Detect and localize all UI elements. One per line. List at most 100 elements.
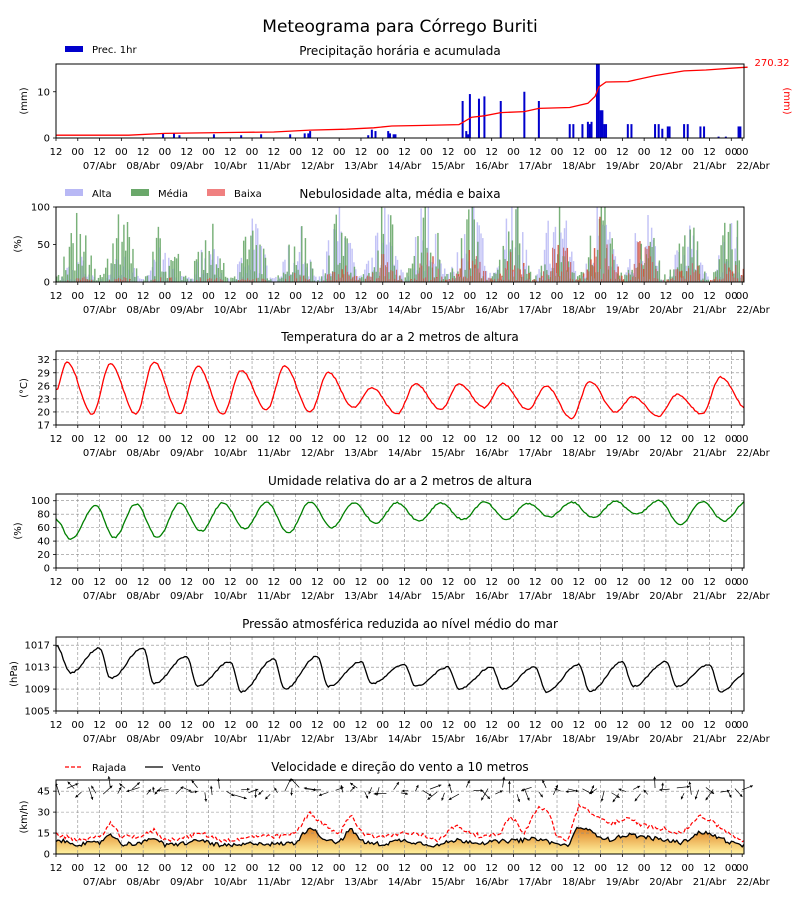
cloud-bar-média xyxy=(195,259,198,282)
cloud-bar-média xyxy=(727,231,730,282)
cloud-bar-média xyxy=(279,278,281,282)
cloud-bar-alta xyxy=(547,220,549,282)
wind-direction-arrowhead xyxy=(312,788,315,792)
cloud-bar-alta xyxy=(322,269,324,282)
precip-ylabel-right: (mm) xyxy=(781,87,792,114)
cloud-day-label: 09/Abr xyxy=(170,305,204,316)
cloud-bar-alta xyxy=(396,259,399,282)
cloud-bar-média xyxy=(217,268,220,282)
cloud-bar-baixa xyxy=(699,273,701,282)
temperature-xtick-label: 00 xyxy=(246,434,259,445)
cloud-bar-média xyxy=(330,276,332,282)
cloud-bar-média xyxy=(602,220,604,282)
cloud-bar-baixa xyxy=(332,271,334,282)
precip-xtick-label: 12 xyxy=(529,147,542,158)
cloud-bar-média xyxy=(477,241,479,282)
humidity-xtick-label: 00 xyxy=(71,577,84,588)
humidity-xtick-label: 00 xyxy=(464,577,477,588)
cloud-bar-média xyxy=(693,227,695,282)
cloud-bar-média xyxy=(241,263,243,282)
cloud-bar-baixa xyxy=(550,271,552,282)
cloud-bar-baixa xyxy=(356,276,358,282)
humidity-day-label: 18/Abr xyxy=(562,591,596,602)
pressure-xtick-label: 00 xyxy=(420,720,433,731)
pressure-xtick-label: 12 xyxy=(398,720,411,731)
cloud-bar-alta xyxy=(654,246,657,282)
temperature-xtick-label: 00 xyxy=(289,434,302,445)
cloud-bar-média xyxy=(105,267,107,282)
cloud-bar-média xyxy=(168,265,171,282)
pressure-xtick-label: 12 xyxy=(485,720,498,731)
wind-direction-arrowhead xyxy=(612,799,616,803)
cloud-bar-média xyxy=(175,258,178,282)
cloud-bar-média xyxy=(473,219,475,282)
temperature-xtick-label: 12 xyxy=(50,434,63,445)
cloud-bar-baixa xyxy=(680,270,683,282)
temperature-day-label: 18/Abr xyxy=(562,448,596,459)
cloud-bar-baixa xyxy=(372,272,374,282)
wind-frame xyxy=(55,779,745,855)
wind-day-label: 14/Abr xyxy=(388,877,422,888)
humidity-day-label: 10/Abr xyxy=(214,591,248,602)
wind-xtick-label: 00 xyxy=(159,863,172,874)
precip-xtick-label: 00 xyxy=(289,147,302,158)
cloud-bar-baixa xyxy=(601,279,603,282)
humidity-xtick-label: 12 xyxy=(50,577,63,588)
cloud-xtick-label: 00 xyxy=(464,291,477,302)
wind-direction-arrowhead xyxy=(350,782,354,786)
wind-day-label: 13/Abr xyxy=(344,877,378,888)
cloud-bar-alta xyxy=(298,251,301,282)
wind-xtick-label: 00 xyxy=(376,863,389,874)
cloud-bar-média xyxy=(415,274,417,282)
cloud-bar-baixa xyxy=(397,280,400,282)
cloud-bar-média xyxy=(114,263,116,282)
wind-direction-arrowhead xyxy=(481,797,484,801)
pressure-day-label: 20/Abr xyxy=(649,734,683,745)
pressure-day-label: 17/Abr xyxy=(519,734,553,745)
precip-xtick-label: 12 xyxy=(93,147,106,158)
temperature-day-label: 21/Abr xyxy=(693,448,727,459)
cloud-bar-baixa xyxy=(463,276,465,282)
wind-direction-arrowhead xyxy=(118,787,122,791)
wind-direction-arrowhead xyxy=(502,776,506,780)
precip-bar xyxy=(303,133,306,138)
cloud-bar-alta xyxy=(571,251,573,282)
temperature-xtick-label: 12 xyxy=(616,434,629,445)
cloud-xtick-label: 00 xyxy=(333,291,346,302)
precip-bar xyxy=(581,124,584,138)
cloud-bar-alta xyxy=(427,207,430,282)
cloud-bar-alta xyxy=(355,269,357,282)
wind-day-label: 12/Abr xyxy=(301,877,335,888)
cloud-bar-média xyxy=(57,274,60,282)
cloud-bar-baixa xyxy=(385,265,387,282)
precip-xtick-label: 12 xyxy=(485,147,498,158)
cloud-xtick-label: 12 xyxy=(50,291,63,302)
precip-xtick-label: 12 xyxy=(660,147,673,158)
cloud-bar-baixa xyxy=(444,279,447,282)
cloud-bar-baixa xyxy=(446,279,449,282)
cloud-bar-baixa xyxy=(737,278,739,282)
cloud-legend-high-swatch xyxy=(65,189,83,196)
cloud-bar-baixa xyxy=(388,279,391,282)
pressure-day-label: 21/Abr xyxy=(693,734,727,745)
cloud-bar-média xyxy=(653,237,655,282)
cloud-bar-média xyxy=(391,224,394,282)
cloud-bar-média xyxy=(429,252,432,282)
humidity-xtick-label: 12 xyxy=(572,577,585,588)
cloud-xtick-label: 12 xyxy=(137,291,150,302)
humidity-xtick-label: 12 xyxy=(93,577,106,588)
cloud-bar-baixa xyxy=(639,241,641,282)
cloud-bar-média xyxy=(713,272,715,282)
cloud-bar-média xyxy=(239,272,241,282)
wind-direction-arrowhead xyxy=(448,797,452,800)
cloud-bar-média xyxy=(464,269,466,282)
cloud-bar-média xyxy=(85,235,87,282)
pressure-day-label: 13/Abr xyxy=(344,734,378,745)
cloud-bar-baixa xyxy=(285,278,287,282)
wind-direction-arrowhead xyxy=(180,786,184,790)
cloud-bar-alta xyxy=(273,278,275,282)
cloud-bar-baixa xyxy=(670,279,672,282)
cloud-bar-média xyxy=(411,263,414,282)
wind-direction-arrowhead xyxy=(157,788,160,792)
precip-xtick-label: 00 xyxy=(681,147,694,158)
